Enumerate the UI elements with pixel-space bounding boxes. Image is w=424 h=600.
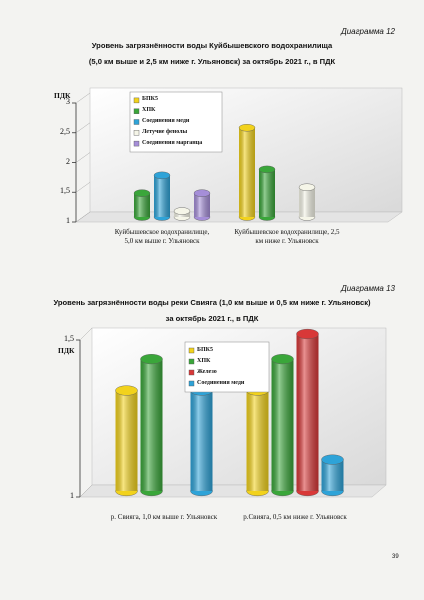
grid-line — [79, 327, 93, 341]
bar — [193, 189, 211, 221]
page-number: 39 — [392, 554, 399, 560]
bar — [246, 385, 269, 497]
bar-shade — [194, 193, 210, 217]
legend-label: ХПК — [142, 107, 156, 114]
bar — [258, 165, 276, 221]
legend-label: БПК5 — [197, 346, 213, 353]
x-tick-label: Куйбышевское водохранилище, 5,0 км выше … — [114, 228, 210, 245]
bar-shade — [154, 175, 170, 217]
legend-label: Железо — [197, 368, 217, 375]
bar-top — [173, 207, 191, 215]
bar — [173, 207, 191, 221]
bar — [133, 189, 151, 221]
diagram-caption: Диаграмма 12 — [341, 27, 395, 36]
legend-label: ХПК — [197, 357, 211, 364]
bar — [115, 385, 138, 497]
bar-top — [193, 189, 211, 197]
bar-top — [140, 354, 163, 365]
legend-swatch — [133, 140, 140, 147]
legend-label: Соединения меди — [197, 379, 245, 386]
legend-label: Соединения марганца — [142, 139, 203, 146]
x-tick-label: р. Свияга, 1,0 км выше г. Ульяновск — [110, 513, 218, 521]
bar-shade — [239, 127, 255, 217]
bar-top — [258, 165, 276, 174]
legend-label: Соединения меди — [142, 118, 190, 124]
grid-line — [75, 182, 91, 193]
bar-top — [271, 354, 294, 365]
bar — [298, 183, 316, 221]
bar-shade — [296, 334, 319, 491]
bar-shade — [271, 359, 294, 491]
legend-swatch — [188, 369, 195, 376]
bar-top — [298, 183, 316, 191]
bar-top — [153, 171, 171, 180]
legend-swatch — [188, 380, 195, 387]
bar — [321, 454, 344, 497]
y-axis-label: ПДК — [58, 346, 75, 355]
bar-top — [115, 385, 138, 396]
chart-title: Уровень загрязнённости воды Куйбышевског… — [88, 41, 336, 66]
bar-shade — [134, 193, 150, 217]
y-tick-label: 3 — [66, 97, 70, 106]
bar-shade — [299, 187, 315, 217]
legend-swatch — [133, 130, 140, 136]
y-tick-label: 2 — [66, 156, 70, 166]
y-tick-label: 1,5 — [60, 186, 70, 196]
grid-line — [75, 211, 91, 223]
legend-swatch — [133, 119, 140, 125]
bar-shade — [115, 390, 138, 491]
legend-swatch — [188, 358, 195, 365]
bar — [238, 124, 256, 221]
bar — [190, 385, 213, 497]
legend-swatch — [188, 347, 195, 354]
legend-box — [129, 91, 223, 153]
bar — [271, 354, 294, 497]
y-tick-label: 1 — [66, 216, 70, 225]
x-tick-label: Куйбышевское водохранилище, 2,5 км ниже … — [234, 228, 340, 245]
legend-box — [184, 341, 270, 393]
legend-swatch — [133, 97, 140, 104]
legend-label: Летучие фенолы — [142, 128, 188, 135]
grid-line — [75, 92, 91, 104]
bar — [153, 171, 171, 221]
bar-shade — [321, 459, 344, 491]
bar-top — [321, 454, 344, 465]
y-tick-label: 1,5 — [64, 334, 74, 343]
bar-shade — [259, 169, 275, 217]
legend-swatch — [133, 108, 140, 114]
bar-shade — [140, 359, 163, 491]
bar-top — [238, 124, 256, 132]
bar-top — [296, 328, 319, 340]
diagram-caption: Диаграмма 13 — [341, 284, 395, 293]
bar — [296, 328, 319, 497]
bar — [140, 354, 163, 497]
y-axis-label: ПДК — [54, 91, 71, 100]
grid-line — [79, 484, 93, 498]
bar-shade — [246, 390, 269, 491]
grid-line — [75, 122, 91, 133]
legend-label: БПК5 — [142, 96, 158, 103]
grid-line — [75, 152, 91, 163]
y-tick-label: 1 — [70, 491, 74, 500]
bar-top — [133, 189, 151, 197]
x-tick-label: р.Свияга, 0,5 км ниже г. Ульяновск — [243, 513, 347, 521]
y-tick-label: 2,5 — [60, 126, 70, 136]
chart-title: Уровень загрязнённости воды реки Свияга … — [53, 298, 371, 323]
bar-shade — [190, 390, 213, 491]
